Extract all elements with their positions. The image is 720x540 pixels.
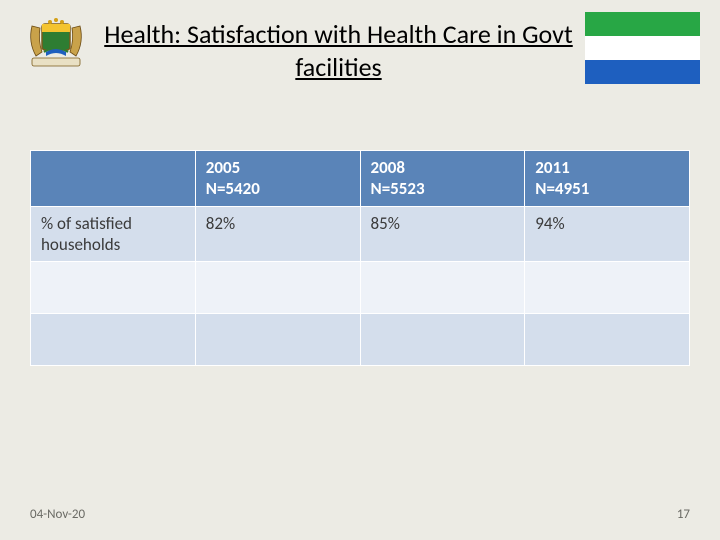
table-cell: 85% — [360, 206, 525, 261]
header-year: 2005 — [206, 157, 240, 178]
header: Health: Satisfaction with Health Care in… — [0, 0, 720, 84]
table-header-cell — [31, 151, 196, 207]
page-title: Health: Satisfaction with Health Care in… — [102, 18, 575, 83]
coat-of-arms-emblem — [20, 12, 92, 72]
table-header-cell: 2011 N=4951 — [525, 151, 690, 207]
footer-date: 04-Nov-20 — [30, 507, 85, 522]
flag-stripe-middle — [585, 36, 700, 60]
table-header-cell: 2008 N=5523 — [360, 151, 525, 207]
header-n: N=5420 — [206, 178, 260, 199]
table-cell: 94% — [525, 206, 690, 261]
table-header-cell: 2005 N=5420 — [195, 151, 360, 207]
table-blank-row — [31, 261, 690, 313]
footer-page-number: 17 — [677, 507, 690, 522]
flag-stripe-top — [585, 12, 700, 36]
table-data-row: % of satisfied households 82% 85% 94% — [31, 206, 690, 261]
flag-stripe-bottom — [585, 60, 700, 84]
title-block: Health: Satisfaction with Health Care in… — [92, 12, 585, 83]
table-blank-row — [31, 313, 690, 365]
flag-icon — [585, 12, 700, 84]
table-header-row: 2005 N=5420 2008 N=5523 2011 N=4951 — [31, 151, 690, 207]
table-cell: 82% — [195, 206, 360, 261]
header-year: 2008 — [371, 157, 405, 178]
data-table: 2005 N=5420 2008 N=5523 2011 N=4951 % of… — [30, 150, 690, 366]
header-year: 2011 — [535, 157, 569, 178]
row-label-cell: % of satisfied households — [31, 206, 196, 261]
header-n: N=5523 — [371, 178, 425, 199]
header-n: N=4951 — [535, 178, 589, 199]
